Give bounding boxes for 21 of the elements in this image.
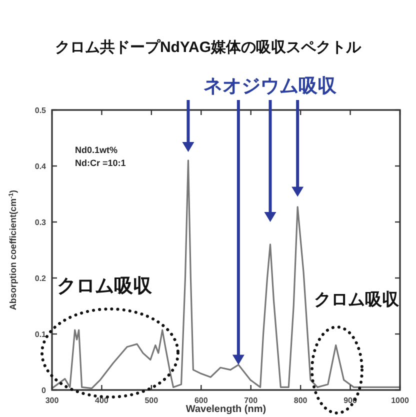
- line-series: [51, 160, 401, 390]
- x-axis-title: Wavelength (nm): [186, 404, 266, 415]
- x-tick-label: 500: [144, 396, 159, 405]
- y-tick-label: 0: [42, 386, 47, 395]
- annotation: Nd:Cr =10:1: [75, 158, 126, 168]
- y-tick-label: 0.3: [34, 218, 47, 227]
- chart-title: クロム共ドープNdYAG媒体の吸収スペクトル: [54, 39, 362, 56]
- annotation: Nd0.1wt%: [75, 145, 118, 155]
- x-tick-label: 700: [244, 396, 258, 405]
- annotation: クロム吸収: [314, 290, 400, 309]
- y-tick-label: 0.2: [34, 274, 47, 283]
- x-tick-label: 400: [95, 396, 109, 405]
- annotation: クロム吸収: [57, 275, 153, 297]
- y-tick-label: 0.5: [34, 106, 47, 115]
- x-tick-label: 600: [194, 396, 208, 405]
- y-tick-label: 0.4: [34, 162, 47, 171]
- x-tick-label: 800: [294, 396, 308, 405]
- x-tick-label: 1000: [391, 396, 410, 405]
- x-tick-label: 300: [45, 396, 60, 405]
- y-tick-label: 0.1: [34, 330, 47, 339]
- text: ネオジウム吸収: [204, 75, 338, 97]
